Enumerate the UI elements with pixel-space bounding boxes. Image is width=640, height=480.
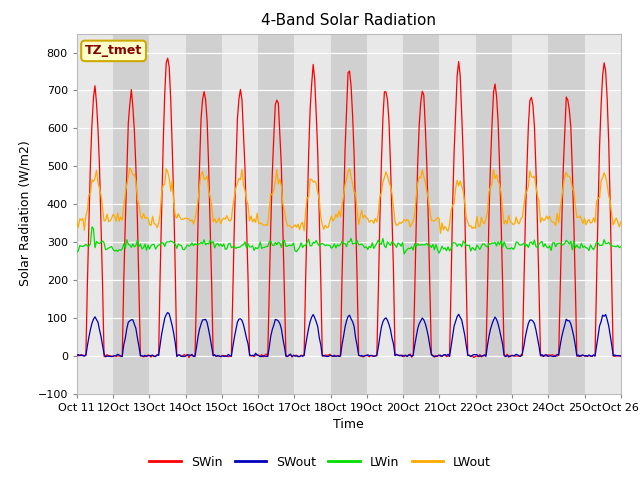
- Bar: [294, 34, 331, 394]
- Bar: [149, 34, 186, 394]
- Text: TZ_tmet: TZ_tmet: [85, 44, 142, 58]
- Bar: [113, 34, 149, 394]
- Bar: [512, 34, 548, 394]
- Bar: [548, 34, 584, 394]
- Bar: [403, 34, 440, 394]
- Bar: [77, 34, 113, 394]
- X-axis label: Time: Time: [333, 418, 364, 431]
- Bar: [476, 34, 512, 394]
- Bar: [258, 34, 294, 394]
- Bar: [331, 34, 367, 394]
- Title: 4-Band Solar Radiation: 4-Band Solar Radiation: [261, 13, 436, 28]
- Bar: [186, 34, 222, 394]
- Bar: [222, 34, 258, 394]
- Bar: [367, 34, 403, 394]
- Bar: [440, 34, 476, 394]
- Bar: [584, 34, 621, 394]
- Legend: SWin, SWout, LWin, LWout: SWin, SWout, LWin, LWout: [145, 451, 495, 474]
- Y-axis label: Solar Radiation (W/m2): Solar Radiation (W/m2): [19, 141, 32, 287]
